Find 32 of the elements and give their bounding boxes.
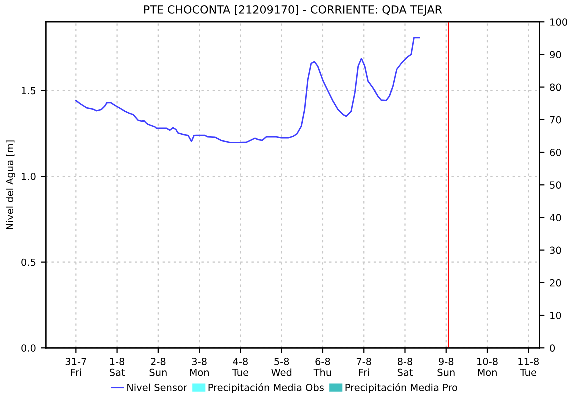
y2-tick-label: 90: [550, 51, 562, 59]
x-tick-label: 5-8 Wed: [272, 358, 292, 376]
x-tick-label: 3-8 Mon: [190, 358, 209, 376]
y2-tick-label: 60: [550, 148, 562, 156]
legend-label: Precipitación Media Obs: [208, 383, 324, 394]
y-tick-label: 0.5: [22, 258, 36, 266]
x-tick-label: 7-8 Fri: [356, 358, 372, 376]
x-tick-label: 4-8 Tue: [232, 358, 248, 376]
y-tick-label: 0.0: [22, 344, 36, 352]
legend-label: Nivel Sensor: [128, 384, 188, 392]
x-tick-label: 6-8 Thu: [314, 358, 332, 376]
x-tick-label: 31-7 Fri: [66, 358, 86, 376]
y2-tick-label: 30: [550, 246, 562, 254]
y2-tick-label: 20: [550, 279, 562, 287]
y2-tick-label: 50: [550, 182, 562, 189]
y2-tick-label: 0: [550, 344, 556, 352]
y2-tick-label: 80: [550, 84, 562, 92]
legend-label: Precipitación Media Pro: [346, 383, 458, 394]
y-axis-title: Nivel del Agua [m]: [6, 140, 16, 230]
y2-tick-label: 70: [550, 116, 562, 124]
y-tick-label: 1.5: [22, 87, 36, 95]
x-tick-label: 10-8 Mon: [478, 358, 498, 376]
y2-tick-label: 100: [550, 18, 568, 26]
chart-title: PTE CHOCONTA [21209170] - CORRIENTE: QDA TEJAR: [144, 5, 442, 16]
y-tick-label: 1.0: [22, 173, 36, 180]
y2-tick-label: 40: [550, 214, 562, 222]
x-tick-label: 11-8 Tue: [518, 358, 540, 376]
x-tick-label: 8-8 Sat: [398, 358, 413, 376]
x-tick-label: 1-8 Sat: [110, 358, 126, 376]
x-tick-label: 9-8 Sun: [438, 358, 455, 376]
y2-tick-label: 10: [550, 312, 562, 320]
x-tick-label: 2-8 Sun: [150, 358, 167, 376]
